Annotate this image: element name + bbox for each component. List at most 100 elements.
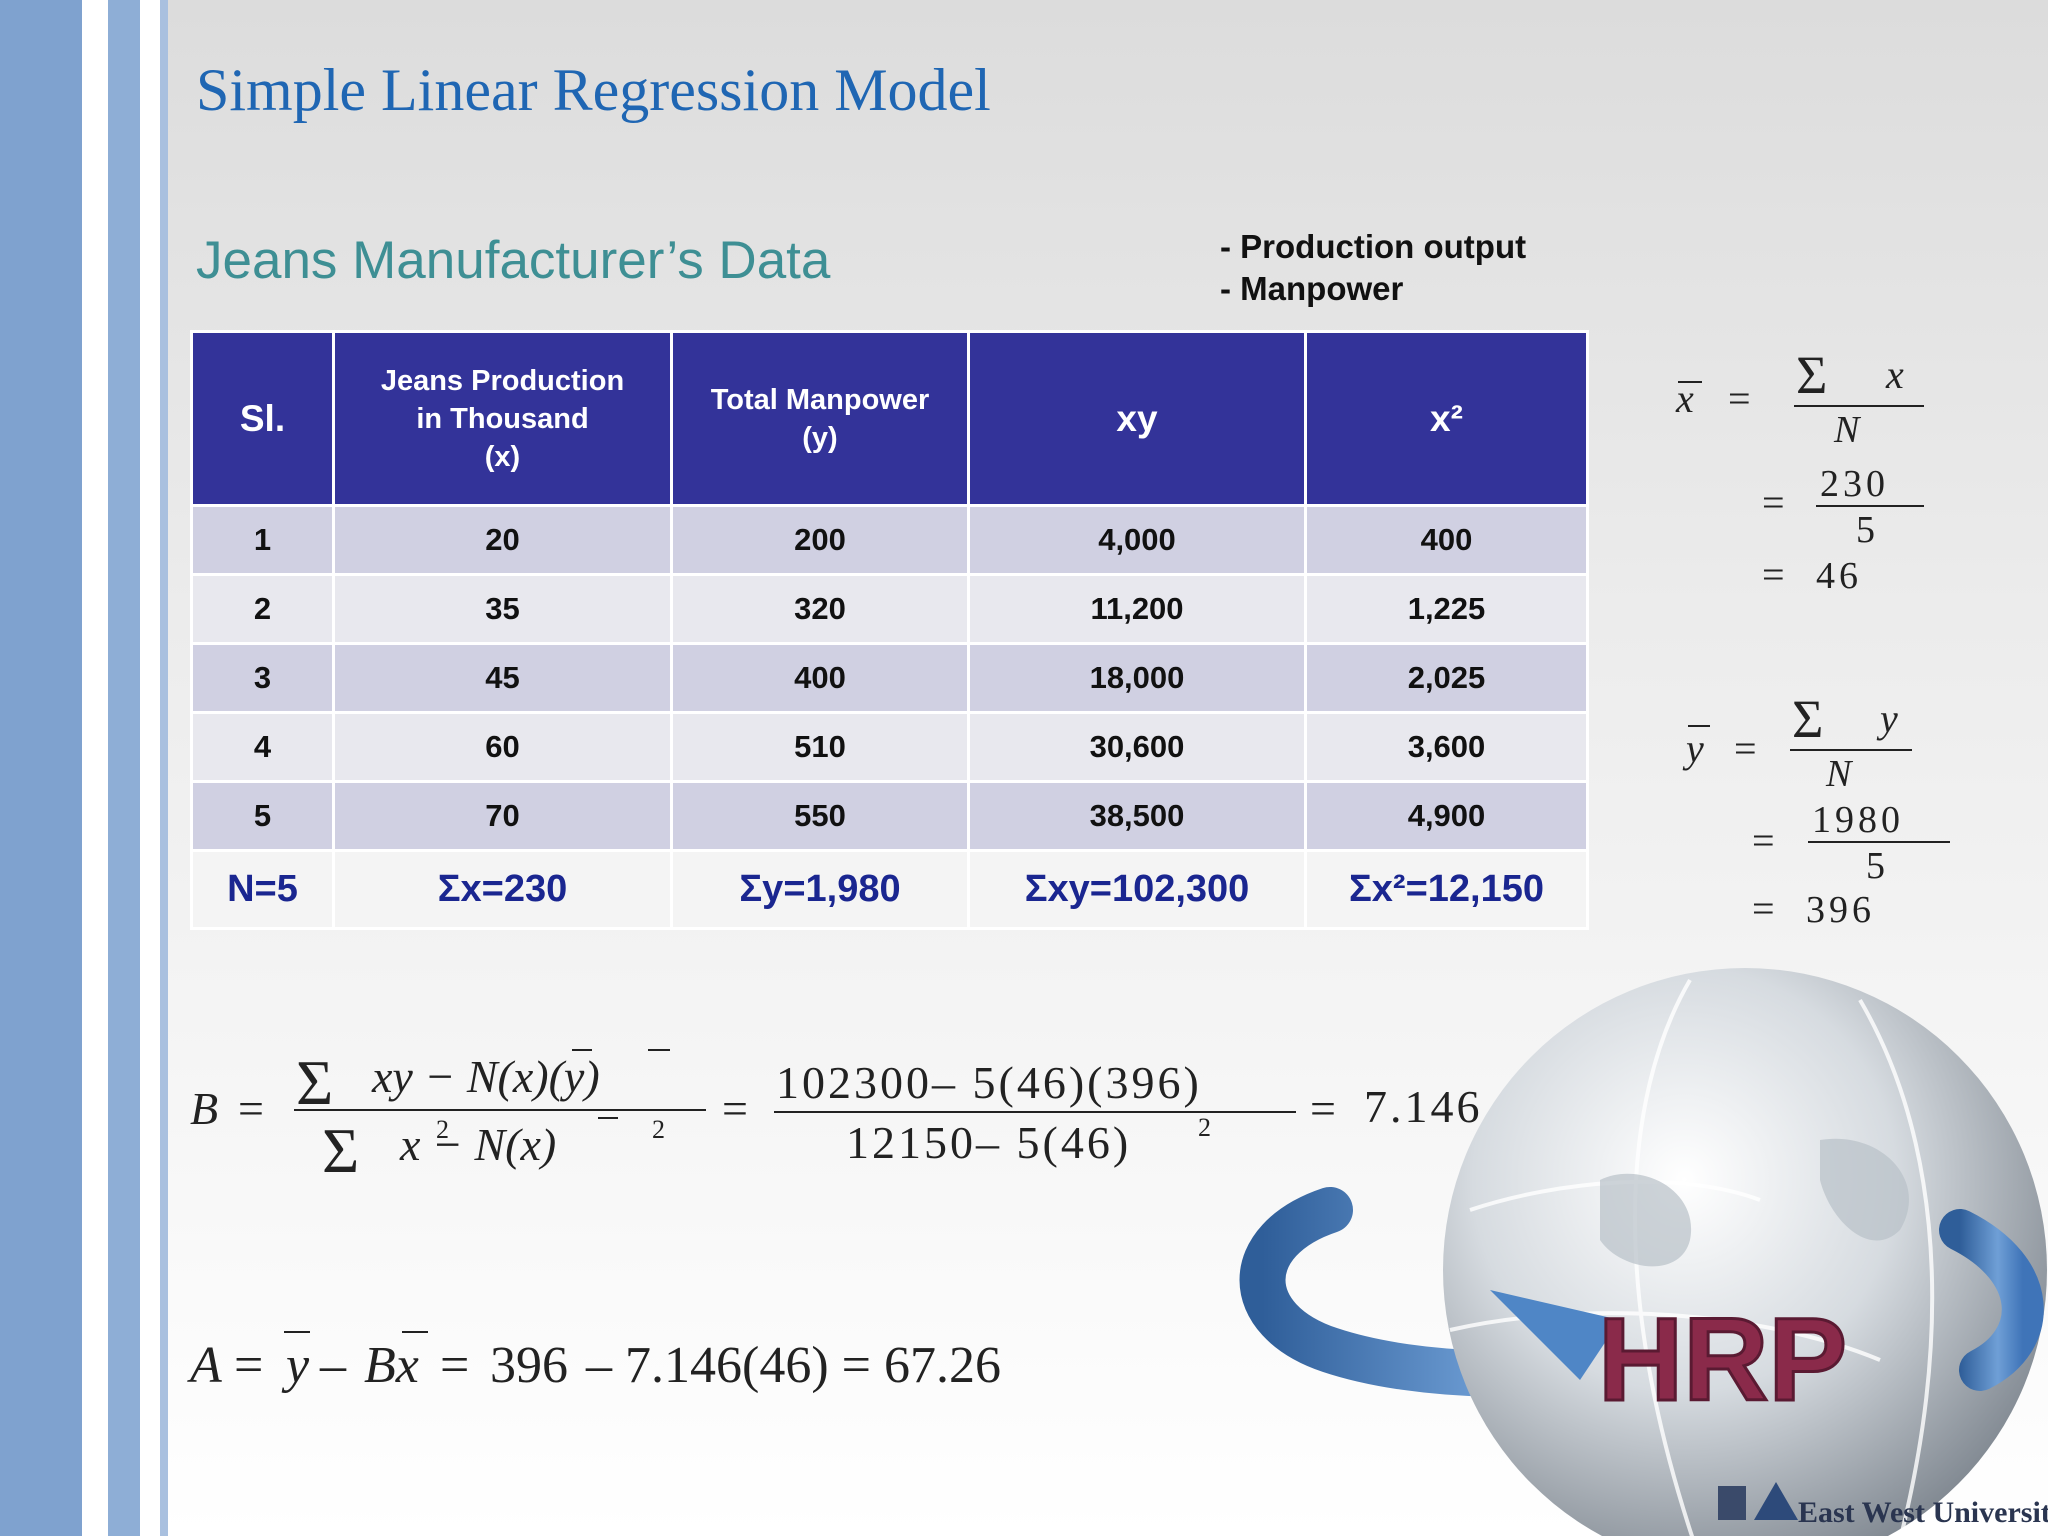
formula-b-num-expr: xy − N(x)(y): [371, 1051, 600, 1102]
xbar-equals-3: =: [1762, 552, 1785, 597]
ybar-equals-3: =: [1752, 886, 1775, 931]
arrow-head-icon: [1490, 1290, 1620, 1380]
hrp-logo-text: HRP: [1598, 1294, 1847, 1426]
header-x-line1: Jeans Production: [380, 364, 625, 397]
left-stripe-3: [108, 0, 140, 1536]
header-x2: x²: [1304, 330, 1589, 507]
formula-b-lhs: B: [190, 1083, 218, 1134]
total-sum-xy: Σxy=102,300: [967, 849, 1307, 930]
ybar-num-value: 1980: [1812, 799, 1904, 841]
xbar-num-value: 230: [1820, 463, 1889, 505]
table-totals-row: N=5 Σx=230 Σy=1,980 Σxy=102,300 Σx²=12,1…: [190, 849, 1589, 930]
note-manpower: - Manpower: [1220, 270, 1404, 307]
formula-a-bx: Bx: [364, 1337, 419, 1394]
cell-xy: 18,000: [967, 642, 1307, 714]
table-header-row: Sl. Jeans Production in Thousand (x) Tot…: [190, 330, 1589, 507]
cell-x2: 1,225: [1304, 573, 1589, 645]
ybar-denominator: N: [1825, 753, 1854, 795]
cell-sl: 5: [190, 780, 335, 852]
formula-b-num-value: 102300– 5(46)(396): [776, 1057, 1202, 1108]
university-name: East West University: [1798, 1496, 2048, 1529]
formula-b-equals-3: =: [1310, 1083, 1336, 1134]
total-n: N=5: [190, 849, 335, 930]
total-sum-x2: Σx²=12,150: [1304, 849, 1589, 930]
formula-a-lhs: A: [187, 1337, 222, 1394]
cell-x2: 400: [1304, 504, 1589, 576]
slide-title: Simple Linear Regression Model: [196, 57, 991, 123]
formula-a-mid-value: 396: [490, 1337, 568, 1394]
xbar-formula: x = Σ x N = 230 5 = 46: [1675, 345, 1924, 597]
slide-subtitle: Jeans Manufacturer’s Data: [196, 231, 831, 290]
notes-list: - Production output - Manpower: [1220, 226, 1526, 310]
ybar-symbol: y: [1682, 726, 1704, 771]
total-sum-y: Σy=1,980: [670, 849, 970, 930]
header-y-line1: Total Manpower: [710, 383, 930, 416]
formula-b-sigma-icon: Σ: [296, 1047, 333, 1118]
ybar-sigma-icon: Σ: [1792, 689, 1823, 749]
cell-y: 550: [670, 780, 970, 852]
continent-icon: [1600, 1138, 1909, 1267]
formula-a-equals: =: [234, 1337, 263, 1394]
xbar-sigma-icon: Σ: [1796, 345, 1827, 405]
left-stripe-5: [160, 0, 168, 1536]
left-stripe-1: [0, 0, 82, 1536]
xbar-den-value: 5: [1856, 509, 1875, 551]
university-logo: East West University: [1718, 1482, 2048, 1529]
cell-x: 60: [332, 711, 673, 783]
table-row: 1 20 200 4,000 400: [190, 504, 1589, 576]
header-y: Total Manpower (y): [670, 330, 970, 507]
data-table: Sl. Jeans Production in Thousand (x) Tot…: [190, 330, 1589, 930]
xbar-result: 46: [1816, 555, 1862, 597]
cell-sl: 3: [190, 642, 335, 714]
cell-y: 400: [670, 642, 970, 714]
ybar-formula: y = Σ y N = 1980 5 = 396: [1682, 689, 1950, 931]
xbar-equals: =: [1728, 376, 1751, 421]
orbit-arrow-left-icon: [1239, 1187, 1673, 1397]
xbar-equals-2: =: [1762, 480, 1785, 525]
cell-x2: 4,900: [1304, 780, 1589, 852]
cell-y: 200: [670, 504, 970, 576]
ybar-equals: =: [1734, 726, 1757, 771]
cell-sl: 1: [190, 504, 335, 576]
ybar-den-value: 5: [1866, 845, 1885, 887]
formula-b-exp-1: 2: [436, 1115, 449, 1144]
table-row: 2 35 320 11,200 1,225: [190, 573, 1589, 645]
xbar-denominator: N: [1833, 409, 1862, 451]
cell-x2: 3,600: [1304, 711, 1589, 783]
table-row: 5 70 550 38,500 4,900: [190, 780, 1589, 852]
cell-x2: 2,025: [1304, 642, 1589, 714]
formula-b-sigma-icon-2: Σ: [322, 1115, 359, 1186]
cell-sl: 2: [190, 573, 335, 645]
hrp-globe-logo: HRP: [1239, 968, 2047, 1536]
cell-y: 510: [670, 711, 970, 783]
cell-x: 35: [332, 573, 673, 645]
cell-sl: 4: [190, 711, 335, 783]
formula-b-exp-3: 2: [1198, 1113, 1211, 1142]
university-emblem-icon: [1754, 1482, 1798, 1520]
cell-xy: 30,600: [967, 711, 1307, 783]
formula-b-den-expr: x − N(x): [399, 1119, 556, 1170]
cell-xy: 11,200: [967, 573, 1307, 645]
ybar-sum-var: y: [1876, 696, 1898, 741]
cell-xy: 4,000: [967, 504, 1307, 576]
formula-b-den-value: 12150– 5(46): [846, 1117, 1131, 1168]
formula-a-equals-2: =: [440, 1337, 469, 1394]
table-row: 4 60 510 30,600 3,600: [190, 711, 1589, 783]
formula-b-equals: =: [238, 1083, 264, 1134]
header-sl: Sl.: [190, 330, 335, 507]
cell-x: 70: [332, 780, 673, 852]
left-stripe-4: [140, 0, 160, 1536]
table-row: 3 45 400 18,000 2,025: [190, 642, 1589, 714]
cell-x: 45: [332, 642, 673, 714]
university-crest-icon: [1718, 1486, 1746, 1520]
header-x-line3: (x): [484, 440, 521, 473]
ybar-result: 396: [1806, 889, 1875, 931]
globe-icon: [1443, 968, 2047, 1536]
header-xy: xy: [967, 330, 1307, 507]
left-stripe-2: [82, 0, 108, 1536]
cell-y: 320: [670, 573, 970, 645]
formula-b-exp-2: 2: [652, 1115, 665, 1144]
xbar-sum-var: x: [1885, 352, 1904, 397]
header-y-line2: (y): [802, 421, 838, 454]
ybar-equals-2: =: [1752, 818, 1775, 863]
